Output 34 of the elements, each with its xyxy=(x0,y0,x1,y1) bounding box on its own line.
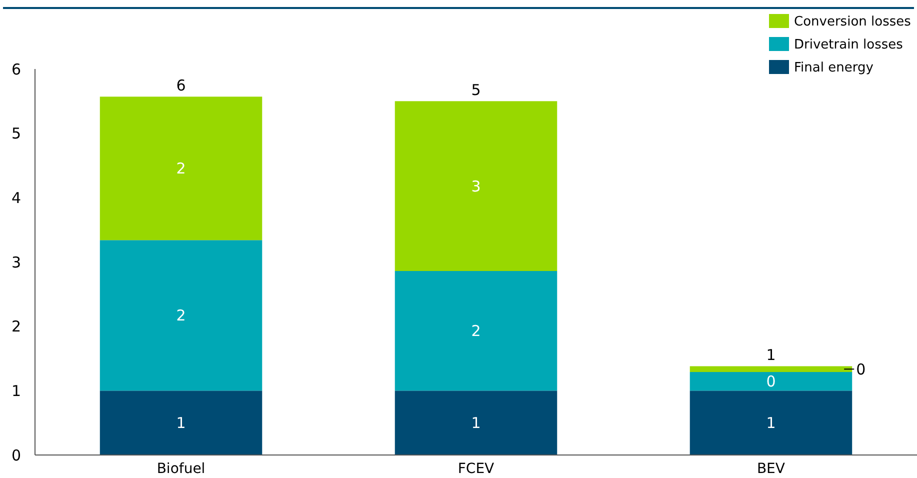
legend-label: Conversion losses xyxy=(794,14,912,30)
bar xyxy=(100,240,262,391)
legend-label: Final energy xyxy=(794,60,874,76)
bar xyxy=(394,390,558,455)
legend-label: Drivetrain losses xyxy=(794,38,904,53)
y-tick-label: 6 xyxy=(11,60,21,78)
total-label: 6 xyxy=(176,76,186,95)
y-tick-label: 0 xyxy=(11,446,21,464)
y-tick-label: 4 xyxy=(11,188,21,207)
bar xyxy=(394,271,558,391)
bar xyxy=(690,372,852,391)
y-tick-label: 5 xyxy=(11,124,21,143)
bar xyxy=(100,96,262,240)
data-label: 1 xyxy=(471,414,481,432)
data-label: 1 xyxy=(176,414,186,432)
data-label: 2 xyxy=(176,306,186,325)
y-tick-label: 2 xyxy=(11,318,21,336)
data-label: 3 xyxy=(471,177,481,196)
data-label: 1 xyxy=(766,414,776,432)
bar xyxy=(690,366,852,372)
bar xyxy=(100,390,262,455)
data-label: 0 xyxy=(766,372,776,391)
bar xyxy=(394,101,558,272)
total-label: 1 xyxy=(766,346,776,364)
total-label: 5 xyxy=(471,81,481,100)
x-tick-label: FCEV xyxy=(458,461,495,477)
x-tick-label: Biofuel xyxy=(156,461,206,477)
data-label: 2 xyxy=(471,322,481,340)
y-tick-label: 3 xyxy=(11,253,21,272)
y-tick-label: 1 xyxy=(11,382,21,400)
data-label: 0 xyxy=(856,360,866,378)
bar xyxy=(690,390,852,455)
x-tick-label: BEV xyxy=(756,461,786,477)
data-label: 2 xyxy=(176,160,186,178)
